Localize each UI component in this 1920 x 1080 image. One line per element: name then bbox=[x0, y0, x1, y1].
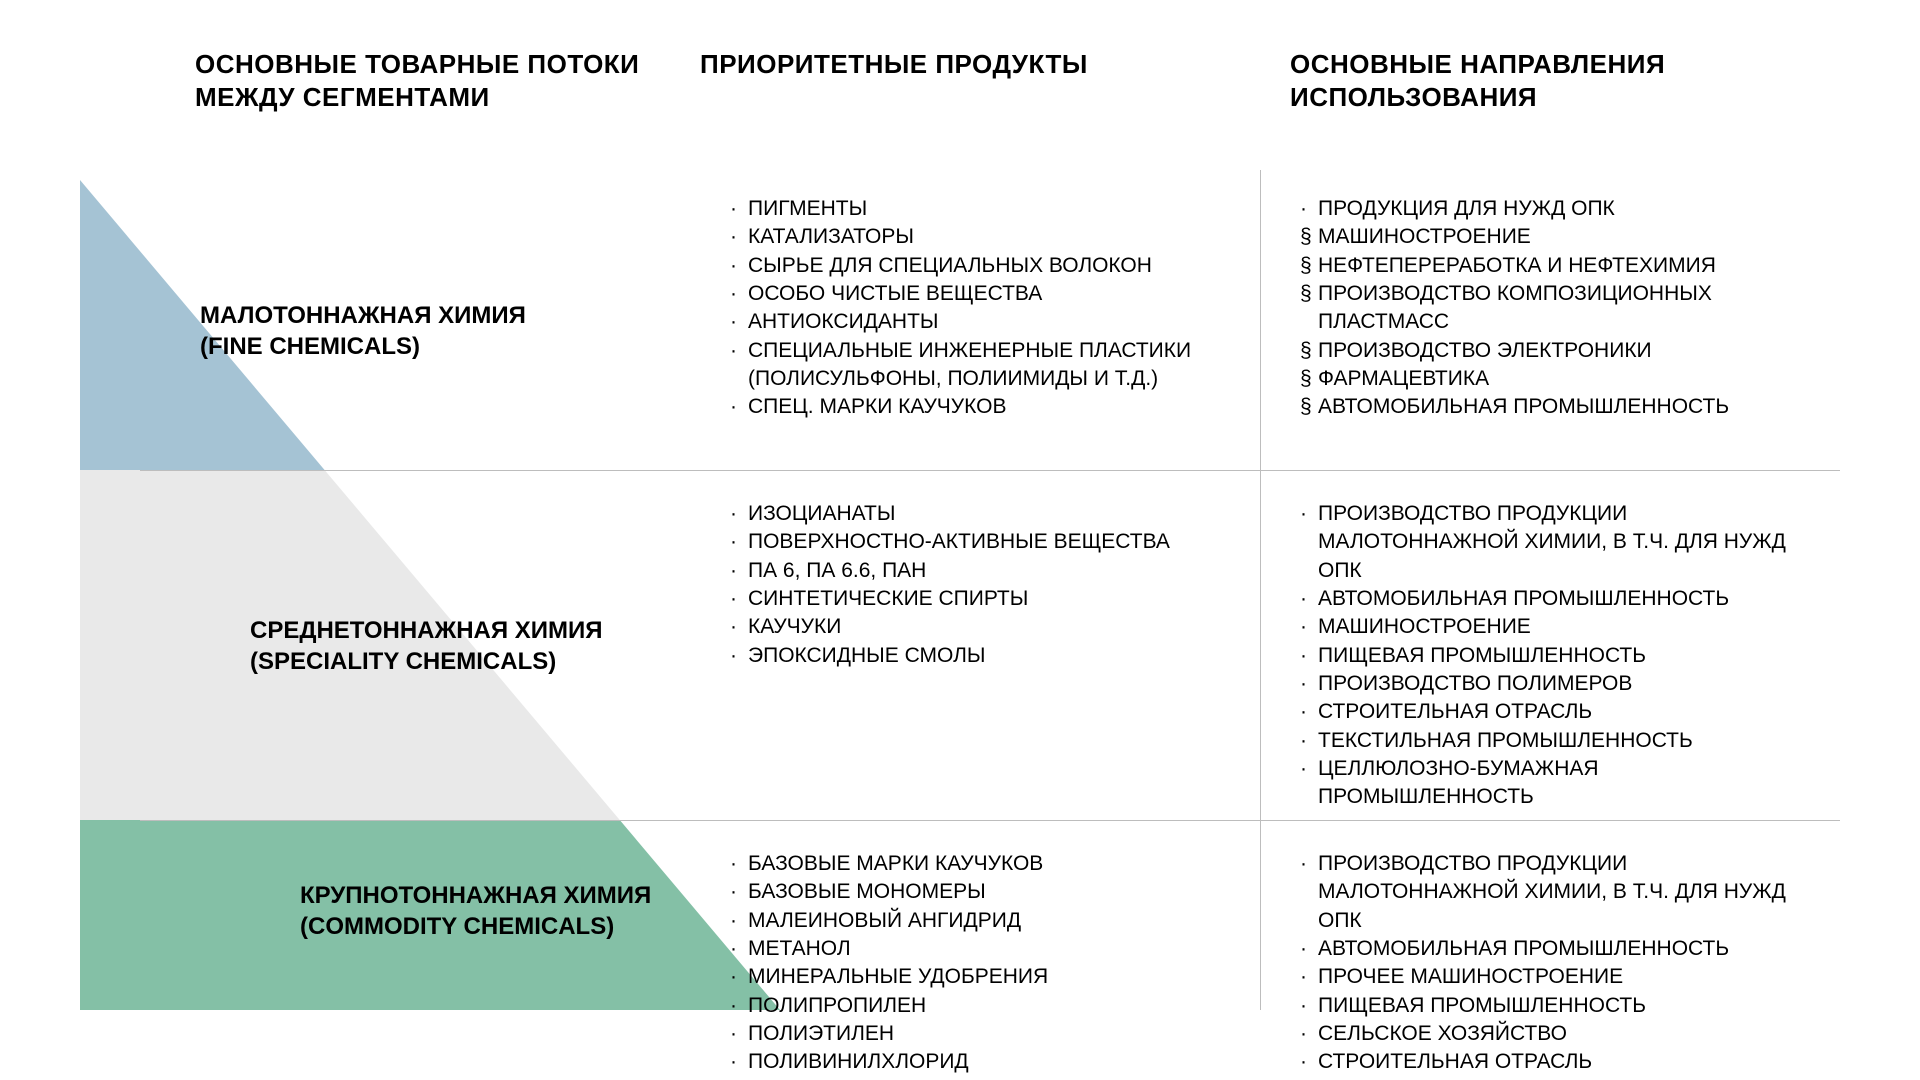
list-item: НЕФТЕПЕРЕРАБОТКА И НЕФТЕХИМИЯ bbox=[1300, 252, 1820, 280]
list-item: ПРОИЗВОДСТВО ПРОДУКЦИИ МАЛОТОННАЖНОЙ ХИМ… bbox=[1300, 500, 1820, 585]
list-item: АНТИОКСИДАНТЫ bbox=[730, 308, 1230, 336]
list-item: МИНЕРАЛЬНЫЕ УДОБРЕНИЯ bbox=[730, 963, 1230, 991]
list-item: КАТАЛИЗАТОРЫ bbox=[730, 223, 1230, 251]
column-divider bbox=[1260, 170, 1261, 1010]
list-item: СПЕЦ. МАРКИ КАУЧУКОВ bbox=[730, 393, 1230, 421]
list-item: БАЗОВЫЕ МАРКИ КАУЧУКОВ bbox=[730, 850, 1230, 878]
list-item: ОСОБО ЧИСТЫЕ ВЕЩЕСТВА bbox=[730, 280, 1230, 308]
row-label-line2: (FINE CHEMICALS) bbox=[200, 331, 620, 362]
list-item: ПОЛИЭТИЛЕН bbox=[730, 1020, 1230, 1048]
row-label-line1: МАЛОТОННАЖНАЯ ХИМИЯ bbox=[200, 300, 620, 331]
row-divider-2 bbox=[140, 820, 1840, 821]
list-item: ПРОИЗВОДСТВО КОМПОЗИЦИОННЫХ ПЛАСТМАСС bbox=[1300, 280, 1820, 337]
list-item: МАЛЕИНОВЫЙ АНГИДРИД bbox=[730, 907, 1230, 935]
list-item: ПИЩЕВАЯ ПРОМЫШЛЕННОСТЬ bbox=[1300, 642, 1820, 670]
row-label-line2: (COMMODITY CHEMICALS) bbox=[300, 911, 720, 942]
list-item: СЫРЬЕ ДЛЯ СПЕЦИАЛЬНЫХ ВОЛОКОН bbox=[730, 252, 1230, 280]
row-label-commodity: КРУПНОТОННАЖНАЯ ХИМИЯ (COMMODITY CHEMICA… bbox=[300, 880, 720, 942]
list-item: ПОВЕРХНОСТНО-АКТИВНЫЕ ВЕЩЕСТВА bbox=[730, 528, 1230, 556]
list-item: МАШИНОСТРОЕНИЕ bbox=[1300, 223, 1820, 251]
list-item: АВТОМОБИЛЬНАЯ ПРОМЫШЛЕННОСТЬ bbox=[1300, 393, 1820, 421]
list-item: ИЗОЦИАНАТЫ bbox=[730, 500, 1230, 528]
list-item: СИНТЕТИЧЕСКИЕ СПИРТЫ bbox=[730, 585, 1230, 613]
list-item: ПОЛИВИНИЛХЛОРИД bbox=[730, 1048, 1230, 1076]
list-item: ТЕКСТИЛЬНАЯ ПРОМЫШЛЕННОСТЬ bbox=[1300, 727, 1820, 755]
list-item: СПЕЦИАЛЬНЫЕ ИНЖЕНЕРНЫЕ ПЛАСТИКИ (ПОЛИСУЛ… bbox=[730, 337, 1230, 394]
row-label-speciality: СРЕДНЕТОННАЖНАЯ ХИМИЯ (SPECIALITY CHEMIC… bbox=[250, 615, 670, 677]
list-item: ЭПОКСИДНЫЕ СМОЛЫ bbox=[730, 642, 1230, 670]
list-item: ПРОДУКЦИЯ ДЛЯ НУЖД ОПК bbox=[1300, 195, 1820, 223]
column-header-products: ПРИОРИТЕТНЫЕ ПРОДУКТЫ bbox=[700, 48, 1220, 81]
list-item: БАЗОВЫЕ МОНОМЕРЫ bbox=[730, 878, 1230, 906]
list-item: СТРОИТЕЛЬНАЯ ОТРАСЛЬ bbox=[1300, 698, 1820, 726]
list-item: ЦЕЛЛЮЛОЗНО-БУМАЖНАЯ ПРОМЫШЛЕННОСТЬ bbox=[1300, 755, 1820, 812]
row-label-fine: МАЛОТОННАЖНАЯ ХИМИЯ (FINE CHEMICALS) bbox=[200, 300, 620, 362]
list-item: ПРОЧЕЕ МАШИНОСТРОЕНИЕ bbox=[1300, 963, 1820, 991]
list-item: ПРОИЗВОДСТВО ПОЛИМЕРОВ bbox=[1300, 670, 1820, 698]
row-label-line2: (SPECIALITY CHEMICALS) bbox=[250, 646, 670, 677]
uses-list-commodity: ПРОИЗВОДСТВО ПРОДУКЦИИ МАЛОТОННАЖНОЙ ХИМ… bbox=[1300, 850, 1820, 1080]
products-list-commodity: БАЗОВЫЕ МАРКИ КАУЧУКОВБАЗОВЫЕ МОНОМЕРЫМА… bbox=[730, 850, 1230, 1077]
list-item: МАШИНОСТРОЕНИЕ bbox=[1300, 613, 1820, 641]
row-label-line1: СРЕДНЕТОННАЖНАЯ ХИМИЯ bbox=[250, 615, 670, 646]
list-item: ПОЛИПРОПИЛЕН bbox=[730, 992, 1230, 1020]
list-item: АВТОМОБИЛЬНАЯ ПРОМЫШЛЕННОСТЬ bbox=[1300, 585, 1820, 613]
products-list-speciality: ИЗОЦИАНАТЫПОВЕРХНОСТНО-АКТИВНЫЕ ВЕЩЕСТВА… bbox=[730, 500, 1230, 670]
list-item: ФАРМАЦЕВТИКА bbox=[1300, 365, 1820, 393]
row-label-line1: КРУПНОТОННАЖНАЯ ХИМИЯ bbox=[300, 880, 720, 911]
row-divider-1 bbox=[140, 470, 1840, 471]
list-item: СТРОИТЕЛЬНАЯ ОТРАСЛЬ bbox=[1300, 1048, 1820, 1076]
list-item: КАУЧУКИ bbox=[730, 613, 1230, 641]
products-list-fine: ПИГМЕНТЫКАТАЛИЗАТОРЫСЫРЬЕ ДЛЯ СПЕЦИАЛЬНЫ… bbox=[730, 195, 1230, 422]
list-item: АВТОМОБИЛЬНАЯ ПРОМЫШЛЕННОСТЬ bbox=[1300, 935, 1820, 963]
column-header-flows: ОСНОВНЫЕ ТОВАРНЫЕ ПОТОКИ МЕЖДУ СЕГМЕНТАМ… bbox=[195, 48, 675, 113]
column-header-uses: ОСНОВНЫЕ НАПРАВЛЕНИЯ ИСПОЛЬЗОВАНИЯ bbox=[1290, 48, 1810, 113]
list-item: ПРОИЗВОДСТВО ЭЛЕКТРОНИКИ bbox=[1300, 337, 1820, 365]
list-item: МЕТАНОЛ bbox=[730, 935, 1230, 963]
list-item: ПИГМЕНТЫ bbox=[730, 195, 1230, 223]
infographic-stage: ОСНОВНЫЕ ТОВАРНЫЕ ПОТОКИ МЕЖДУ СЕГМЕНТАМ… bbox=[0, 0, 1920, 1080]
list-item: ПА 6, ПА 6.6, ПАН bbox=[730, 557, 1230, 585]
list-item: СЕЛЬСКОЕ ХОЗЯЙСТВО bbox=[1300, 1020, 1820, 1048]
uses-list-speciality: ПРОИЗВОДСТВО ПРОДУКЦИИ МАЛОТОННАЖНОЙ ХИМ… bbox=[1300, 500, 1820, 812]
list-item: ПРОИЗВОДСТВО ПРОДУКЦИИ МАЛОТОННАЖНОЙ ХИМ… bbox=[1300, 850, 1820, 935]
uses-list-fine: ПРОДУКЦИЯ ДЛЯ НУЖД ОПКМАШИНОСТРОЕНИЕНЕФТ… bbox=[1300, 195, 1820, 422]
list-item: ПИЩЕВАЯ ПРОМЫШЛЕННОСТЬ bbox=[1300, 992, 1820, 1020]
